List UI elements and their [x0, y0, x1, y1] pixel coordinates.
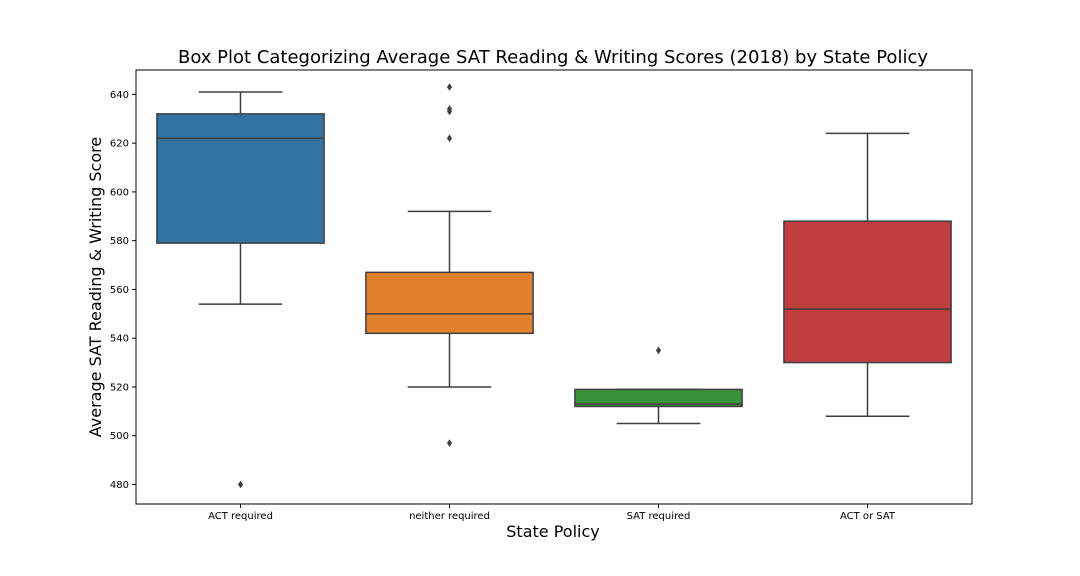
box-iqr: [783, 220, 952, 364]
outlier-point: [446, 107, 453, 116]
box-2: [365, 83, 534, 447]
box-iqr: [574, 388, 743, 408]
axes: 480 500 520 540 560 580 600 620 640 ACT required n…: [110, 69, 973, 522]
box-iqr: [365, 271, 534, 335]
x-tick-label: neither required: [409, 511, 490, 522]
plot-frame: [135, 69, 973, 505]
y-tick-label: 500: [110, 431, 129, 442]
y-tick-label: 600: [110, 187, 129, 198]
y-tick-label: 520: [110, 382, 129, 393]
outlier-point: [237, 480, 244, 489]
outlier-point: [446, 83, 453, 91]
x-axis-title: State Policy: [506, 522, 599, 541]
outlier-point: [655, 346, 662, 355]
chart-title: Box Plot Categorizing Average SAT Readin…: [178, 47, 928, 68]
outlier-point: [446, 134, 453, 143]
x-tick-label: SAT required: [627, 511, 691, 522]
box-4: [783, 132, 952, 417]
y-tick-label: 480: [110, 480, 129, 491]
y-tick-label: 620: [110, 139, 129, 150]
y-tick-label: 640: [110, 90, 129, 101]
x-tick-label: ACT or SAT: [840, 511, 896, 522]
plot-area: [156, 83, 952, 489]
y-tick-label: 540: [110, 334, 129, 345]
box-1: [156, 91, 325, 489]
x-tick-label: ACT required: [208, 511, 273, 522]
box-3: [574, 346, 743, 425]
outlier-point: [446, 439, 453, 447]
y-axis-title: Average SAT Reading & Writing Score: [86, 137, 105, 437]
y-tick-label: 560: [110, 285, 129, 296]
y-tick-label: 580: [110, 236, 129, 247]
box-iqr: [156, 113, 325, 244]
